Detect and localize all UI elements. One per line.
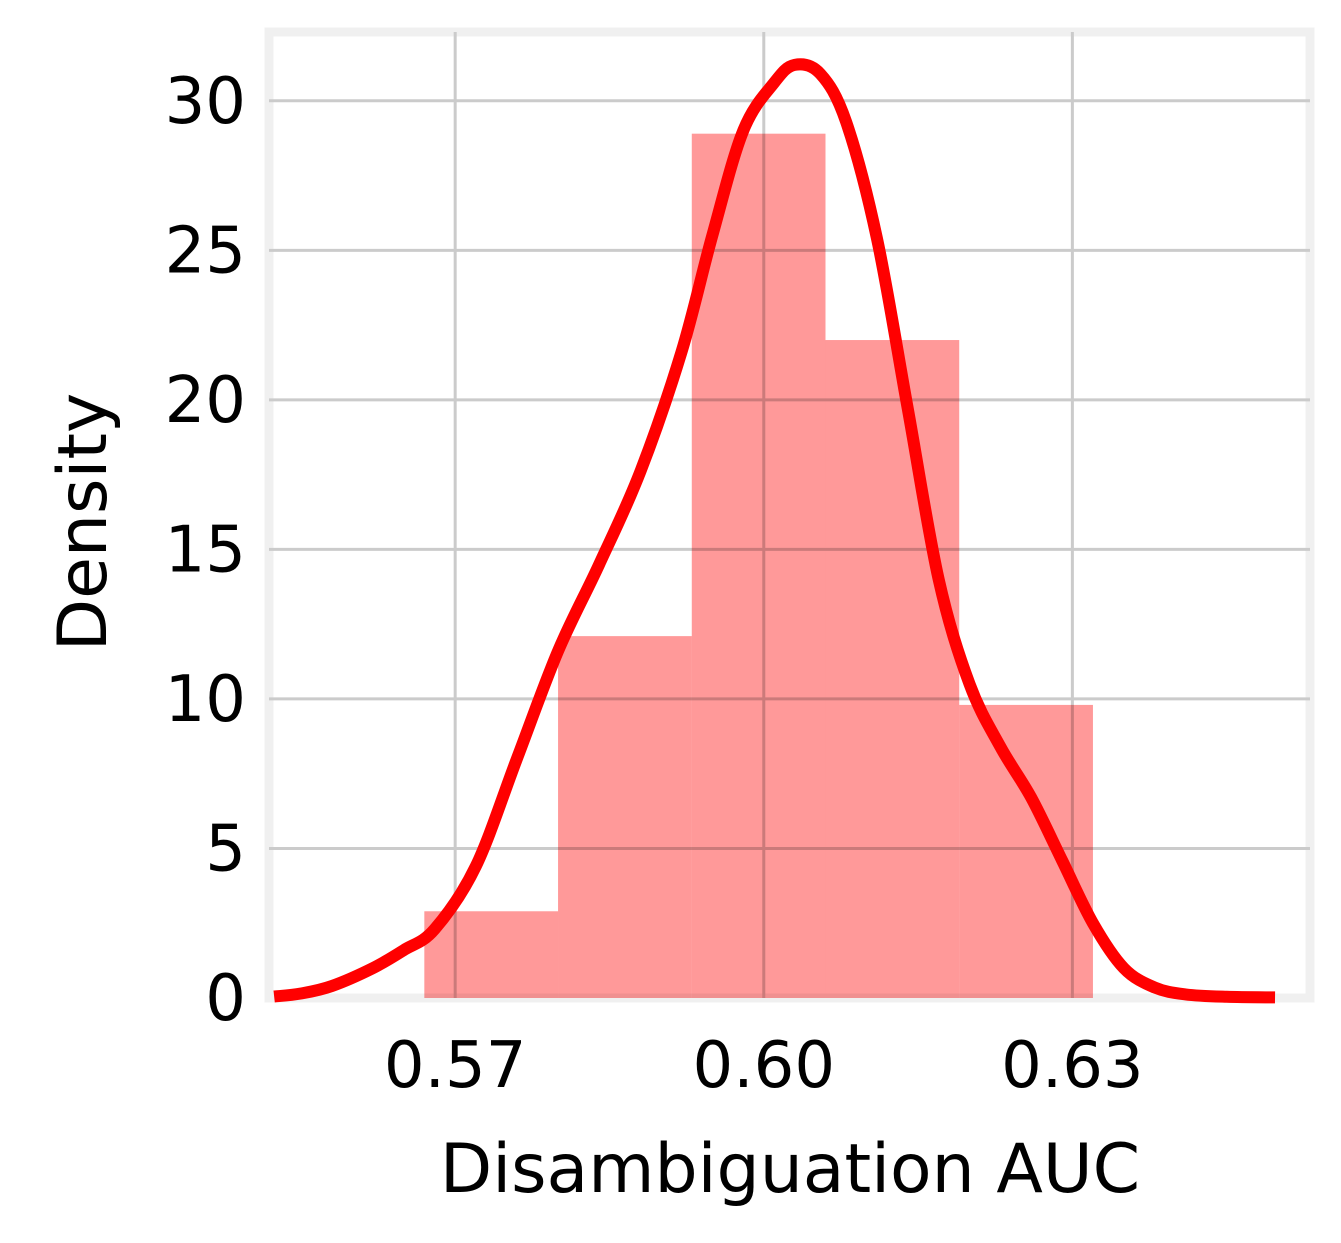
y-tick-label-3: 15 bbox=[165, 513, 246, 587]
y-tick-label-2: 10 bbox=[165, 663, 246, 737]
y-tick-label-6: 30 bbox=[165, 65, 246, 139]
kde-curve-layer bbox=[273, 58, 1276, 1004]
histogram-bar-3 bbox=[825, 340, 960, 998]
histogram-bar-4 bbox=[959, 704, 1093, 998]
x-tick-labels: 0.57 0.60 0.63 bbox=[384, 1029, 1144, 1103]
kde-curve bbox=[273, 58, 1276, 1004]
x-tick-label-1: 0.60 bbox=[693, 1029, 836, 1103]
y-tick-label-4: 20 bbox=[165, 364, 246, 438]
x-axis-label: Disambiguation AUC bbox=[440, 1130, 1140, 1209]
histogram-bar-0 bbox=[424, 911, 559, 998]
x-tick-label-0: 0.57 bbox=[384, 1029, 527, 1103]
y-tick-label-0: 0 bbox=[205, 962, 246, 1036]
x-tick-label-2: 0.63 bbox=[1001, 1029, 1144, 1103]
histogram-bar-2 bbox=[691, 133, 826, 998]
y-axis-label: Density bbox=[44, 393, 123, 652]
y-tick-label-5: 25 bbox=[165, 214, 246, 288]
y-tick-labels: 0 5 10 15 20 25 30 bbox=[165, 65, 246, 1036]
histogram-bar-1 bbox=[558, 636, 692, 998]
y-tick-label-1: 5 bbox=[205, 812, 246, 886]
histogram-bars bbox=[424, 133, 1093, 998]
